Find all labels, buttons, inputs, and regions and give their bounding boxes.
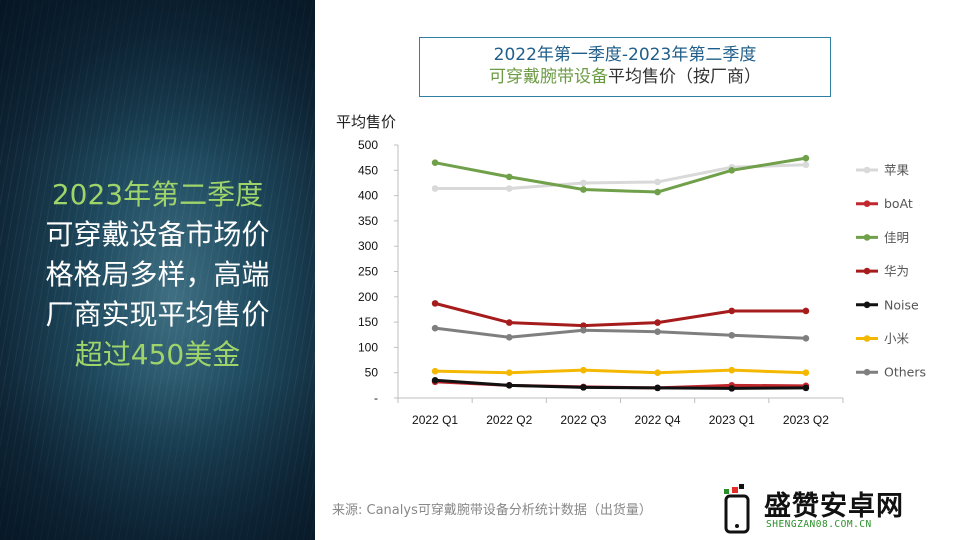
x-tick-label: 2022 Q2 — [486, 413, 532, 427]
y-axis-label: 平均售价 — [336, 113, 397, 131]
data-point — [580, 322, 587, 329]
y-tick-label: 100 — [358, 340, 378, 354]
data-point — [580, 186, 587, 193]
legend-swatch-marker — [863, 234, 871, 241]
headline-line: 可穿戴设备市场价 — [45, 218, 270, 251]
data-point — [802, 161, 810, 169]
legend-swatch-marker — [863, 200, 871, 207]
data-point — [728, 307, 736, 315]
vignette — [0, 0, 315, 540]
watermark-name: 盛赞安卓网 — [764, 491, 904, 522]
legend-swatch-marker — [863, 368, 871, 376]
headline-line: 格格局多样，高端 — [45, 258, 270, 291]
chart-subtitle: 可穿戴腕带设备平均售价（按厂商） — [420, 66, 830, 88]
x-tick-label: 2023 Q1 — [709, 413, 755, 427]
legend-label: boAt — [884, 196, 913, 211]
data-point — [505, 319, 513, 326]
data-point — [802, 307, 810, 315]
y-tick-label: 300 — [358, 239, 378, 253]
data-point — [580, 326, 587, 334]
y-tick-label: 450 — [358, 163, 378, 177]
legend-label: Others — [884, 365, 926, 380]
series-line — [435, 368, 806, 375]
data-point — [728, 366, 736, 374]
legend-swatch-marker — [863, 166, 871, 174]
y-tick-label: 200 — [358, 290, 378, 304]
data-point — [505, 173, 513, 181]
series-line — [434, 156, 807, 194]
data-point — [802, 384, 810, 392]
data-point — [654, 319, 661, 326]
legend-label: 华为 — [884, 264, 909, 279]
watermark-url: SHENGZAN08.COM.CN — [766, 519, 872, 530]
chart-title: 2022年第一季度-2023年第二季度 — [493, 45, 757, 65]
chart-title-box: 2022年第一季度-2023年第二季度 可穿戴腕带设备平均售价（按厂商） — [419, 37, 831, 97]
data-point — [580, 366, 587, 374]
data-point — [802, 154, 810, 162]
headline-line: 2023年第二季度 — [51, 178, 264, 211]
y-tick-label: 350 — [358, 214, 378, 228]
data-point — [431, 324, 439, 332]
legend-label: 苹果 — [884, 163, 910, 178]
x-tick-label: 2022 Q4 — [635, 413, 681, 427]
y-tick-label: 400 — [358, 189, 378, 203]
data-point — [431, 159, 439, 167]
data-point — [654, 328, 661, 336]
data-point — [431, 300, 439, 307]
left-panel: 2023年第二季度 可穿戴设备市场价 格格局多样，高端 厂商实现平均售价 超过4… — [0, 0, 315, 540]
y-tick-label: 50 — [365, 366, 379, 380]
series-line — [434, 378, 806, 390]
x-tick-label: 2023 Q2 — [783, 413, 829, 427]
legend-label: Noise — [884, 297, 919, 312]
chart-subtitle-green: 可穿戴腕带设备 — [489, 67, 608, 87]
legend-swatch-marker — [863, 335, 871, 342]
legend-label: 佳明 — [884, 230, 909, 245]
legend-swatch-marker — [863, 267, 871, 275]
data-point — [728, 385, 736, 392]
data-point — [505, 333, 513, 341]
x-tick-label: 2022 Q3 — [560, 413, 606, 427]
y-tick-label: 150 — [358, 315, 378, 329]
data-point — [654, 369, 661, 377]
headline-line: 厂商实现平均售价 — [45, 298, 270, 331]
data-point — [654, 188, 661, 196]
headline: 2023年第二季度 可穿戴设备市场价 格格局多样，高端 厂商实现平均售价 超过4… — [0, 175, 315, 375]
y-tick-label: 250 — [358, 265, 378, 279]
series-line — [434, 326, 806, 340]
data-point — [654, 178, 661, 186]
headline-line: 超过450美金 — [74, 338, 241, 371]
y-tick-label: - — [374, 391, 378, 405]
data-point — [802, 334, 810, 342]
data-point — [505, 382, 513, 389]
data-point — [580, 384, 587, 391]
data-point — [505, 185, 513, 192]
legend-swatch-marker — [863, 301, 871, 309]
data-point — [431, 367, 439, 375]
x-tick-label: 2022 Q1 — [412, 413, 458, 427]
data-point — [728, 331, 736, 339]
source-note: 来源: Canalys可穿戴腕带设备分析统计数据（出货量） — [332, 503, 652, 518]
series-line — [434, 301, 806, 328]
data-point — [431, 185, 439, 192]
watermark-logo: 盛赞安卓网 SHENGZAN08.COM.CN — [712, 478, 957, 540]
data-point — [505, 369, 513, 377]
legend-label: 小米 — [884, 331, 910, 346]
chart-subtitle-rest: 平均售价（按厂商） — [608, 67, 761, 87]
y-tick-label: 500 — [358, 138, 378, 152]
data-point — [654, 384, 661, 392]
phone-logo-icon — [724, 484, 750, 534]
data-point — [728, 167, 736, 174]
data-point — [580, 179, 587, 187]
data-point — [802, 369, 810, 377]
data-point — [431, 376, 439, 384]
